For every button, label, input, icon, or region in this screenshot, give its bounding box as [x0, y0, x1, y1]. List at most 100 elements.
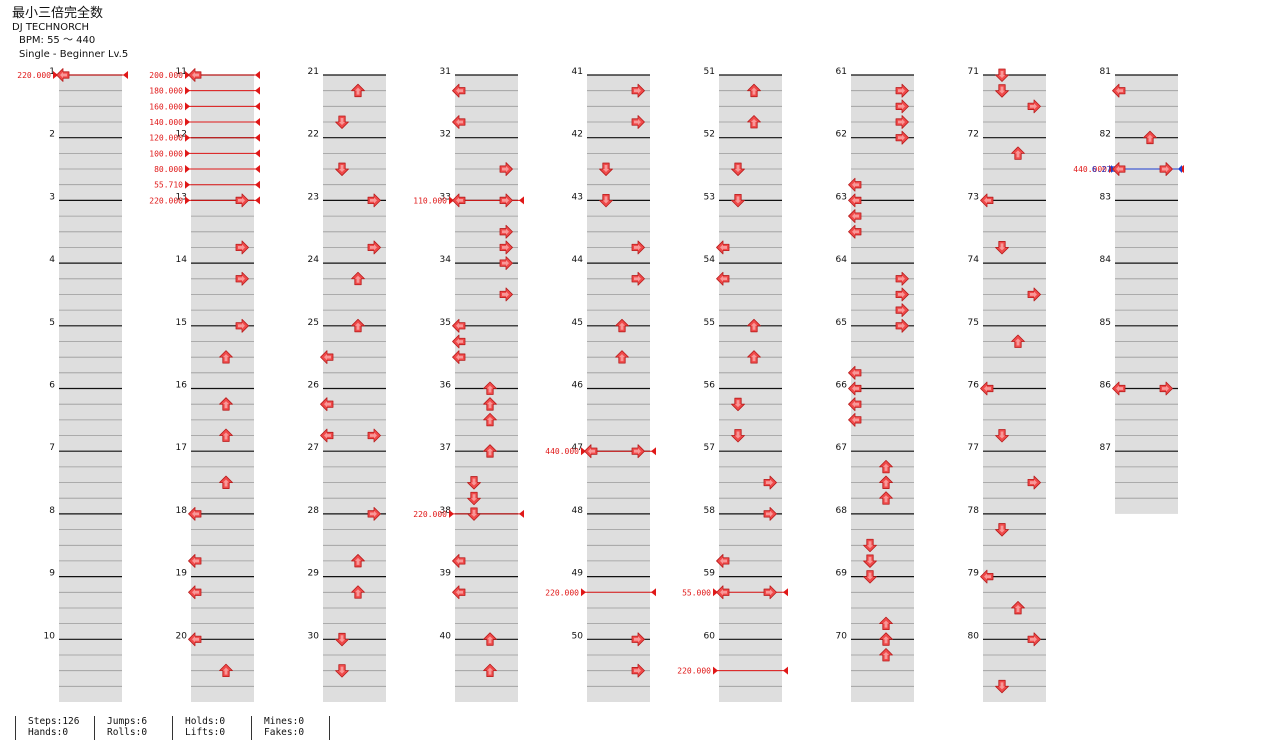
bpm-change-marker-tick — [185, 133, 190, 142]
measure-number: 84 — [1100, 255, 1112, 265]
arrow-highlight — [456, 338, 463, 345]
beat-strip — [587, 560, 650, 577]
beat-strip — [851, 247, 914, 264]
left-arrow-note — [452, 554, 466, 568]
beat-strip — [719, 106, 782, 122]
arrow-highlight — [603, 165, 609, 173]
beat-strip — [323, 435, 386, 452]
measure-number: 66 — [836, 381, 848, 391]
left-arrow-note — [320, 397, 334, 412]
beat-strip — [455, 200, 518, 217]
beat-strip — [983, 419, 1046, 436]
beat-strip — [719, 278, 782, 295]
beat-strip — [323, 482, 386, 499]
arrow-highlight — [355, 87, 361, 95]
bpm-change-marker-tick — [255, 102, 260, 111]
measure-number: 16 — [176, 381, 188, 391]
measure-76: 76 — [968, 381, 1046, 452]
measure-46: 46 — [572, 381, 650, 452]
beat-strip — [323, 403, 386, 420]
up-arrow-note — [747, 83, 761, 98]
left-arrow-note — [716, 240, 730, 255]
up-arrow-note — [483, 632, 497, 646]
beat-strip — [455, 466, 518, 483]
beat-strip — [323, 90, 386, 107]
arrow-highlight — [339, 635, 345, 643]
arrow-highlight — [355, 589, 361, 597]
down-arrow-note — [335, 664, 349, 678]
stat-jumps: Jumps:6 — [107, 716, 148, 727]
up-arrow-note — [1011, 146, 1025, 160]
song-header: 最小三倍完全数 DJ TECHNORCH BPM: 55 ～ 440 Singl… — [12, 6, 128, 62]
beat-strip — [323, 247, 386, 264]
beat-strip — [191, 513, 254, 530]
measure-70: 70 — [836, 631, 914, 702]
bpm-change-marker-tick — [519, 509, 524, 518]
bpm-change-marker-label: 440.000 — [545, 447, 579, 456]
bpm-change-marker-label: 180.000 — [149, 87, 183, 96]
beat-strip — [191, 309, 254, 326]
beat-strip — [323, 576, 386, 593]
arrow-highlight — [487, 448, 493, 456]
arrow-highlight — [1015, 150, 1021, 158]
beat-strip — [191, 106, 254, 122]
arrow-highlight — [634, 636, 641, 643]
beat-strip — [587, 121, 650, 138]
measure-number: 13 — [176, 192, 187, 202]
down-arrow-note — [995, 679, 1009, 694]
arrow-highlight — [984, 385, 991, 392]
beat-strip — [587, 106, 650, 122]
beat-strip — [1115, 372, 1178, 389]
measure-number: 27 — [308, 443, 319, 453]
beat-strip — [983, 356, 1046, 373]
beat-strip — [719, 607, 782, 624]
measure-67: 67 — [836, 443, 914, 514]
measure-number: 43 — [572, 192, 583, 202]
down-arrow-note — [335, 162, 349, 176]
bpm-change-marker-label: 220.000 — [545, 588, 579, 597]
right-arrow-note — [895, 83, 909, 98]
beat-strip — [455, 137, 518, 154]
left-arrow-note — [716, 271, 730, 286]
beat-strip — [983, 388, 1046, 405]
beat-strip — [323, 325, 386, 342]
left-arrow-note — [584, 444, 598, 459]
right-arrow-note — [499, 224, 513, 239]
beat-strip — [1115, 388, 1178, 405]
up-arrow-note — [615, 318, 629, 333]
arrow-highlight — [370, 510, 377, 517]
bpm-change-marker: 220.000 — [413, 509, 524, 519]
beat-strip — [191, 121, 254, 138]
beat-strip — [719, 466, 782, 483]
measure-number: 67 — [836, 443, 847, 453]
measure-number: 47 — [572, 443, 583, 453]
up-arrow-note — [351, 318, 365, 333]
arrow-highlight — [487, 636, 493, 644]
measure-number: 49 — [572, 569, 584, 579]
left-arrow-note — [848, 412, 862, 427]
bpm-change-marker-tick — [185, 165, 190, 174]
down-arrow-note — [995, 68, 1009, 82]
measure-number: 26 — [308, 381, 320, 391]
beat-strip — [719, 325, 782, 342]
measure-number: 23 — [308, 192, 319, 202]
beat-strip — [719, 90, 782, 107]
arrow-highlight — [751, 119, 757, 127]
beat-strip — [719, 121, 782, 138]
up-arrow-note — [219, 397, 233, 411]
song-artist: DJ TECHNORCH — [12, 22, 90, 33]
measure-number: 63 — [836, 192, 847, 202]
beat-strip — [587, 435, 650, 452]
bpm-change-marker-label: 55.710 — [154, 181, 183, 190]
arrow-highlight — [766, 510, 773, 517]
beat-strip — [59, 419, 122, 436]
measure-38: 38 — [440, 506, 518, 577]
arrow-highlight — [223, 401, 229, 409]
measure-32: 32 — [440, 130, 518, 201]
bpm-change-marker-tick — [449, 509, 454, 518]
beat-strip — [191, 231, 254, 248]
beat-strip — [587, 450, 650, 467]
measure-73: 73 — [968, 192, 1046, 264]
beat-strip — [323, 529, 386, 546]
measure-2: 2 — [49, 130, 122, 201]
